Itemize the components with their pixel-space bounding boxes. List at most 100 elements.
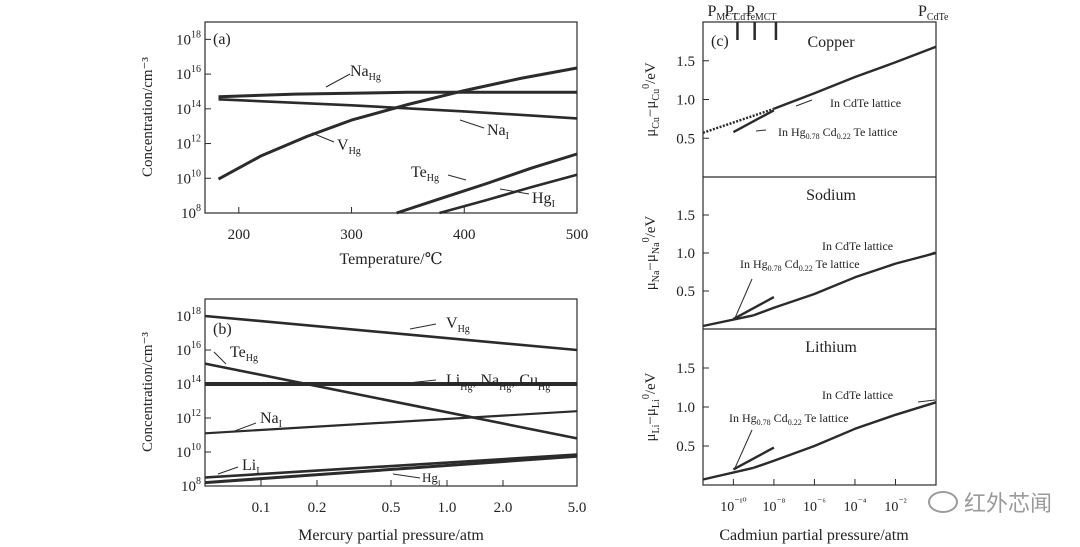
panel-a-leader: [325, 73, 351, 88]
panel-c-ytick-label: 1.5: [676, 361, 695, 377]
panel-c-series-cdte: [753, 401, 937, 469]
panel-a-series-label: TeHg: [411, 164, 439, 184]
panel-a-xtick-label: 400: [453, 227, 476, 243]
panel-b-series-label: VHg: [446, 315, 470, 335]
panel-a-ytick-label: 108: [181, 203, 201, 222]
panel-b-xtick-label: 0.1: [252, 500, 271, 516]
panel-a-xtick-label: 500: [566, 227, 589, 243]
panel-c-ytick-label: 1.0: [676, 400, 695, 416]
panel-c-annotation-cdte: In CdTe lattice: [822, 388, 893, 402]
panel-c-annotation-cdte: In CdTe lattice: [822, 239, 893, 253]
panel-b-series-label: LiHg, NaHg, CuHg: [446, 372, 550, 393]
panel-a-series-na-hg: [218, 90, 577, 99]
panel-c-label: (c): [711, 33, 729, 50]
panel-a-series-na-i: [218, 98, 578, 120]
panel-c-xtick-label: 10⁻²: [884, 497, 906, 515]
panel-b-ytick-label: 1012: [176, 408, 201, 427]
panel-b-series-li-i: [204, 453, 578, 479]
panel-c-series-cdte: [753, 251, 937, 317]
panel-c-ytick-label: 0.5: [676, 439, 695, 455]
panel-a-leader: [447, 174, 467, 181]
panel-c-marker-label: PMCT: [746, 3, 777, 23]
panel-c-annotation-hgcdte: In Hg0.78 Cd0.22 Te lattice: [729, 411, 849, 427]
panel-c-xtick-label: 10⁻⁶: [803, 497, 826, 515]
panel-a-series-v-hg: [217, 66, 578, 181]
panel-c-ytick-label: 1.5: [676, 54, 695, 70]
panel-b-ytick-label: 1018: [176, 306, 201, 325]
panel-b-xtick-label: 2.0: [494, 500, 513, 516]
panel-a-xtick-label: 200: [228, 227, 251, 243]
panel-a-series-label: HgI: [532, 190, 555, 210]
panel-c-xtick-label: 10⁻⁸: [763, 497, 786, 515]
panel-c-ytick-label: 1.0: [676, 93, 695, 109]
panel-a-series-label: NaI: [487, 122, 509, 142]
panel-b-label: (b): [213, 321, 232, 338]
watermark-text: 红外芯闻: [963, 492, 1052, 517]
panel-c-leader: [917, 399, 936, 403]
panel-b-ylabel: Concentration/cm⁻³: [140, 332, 156, 452]
panel-c-series-cdte: [773, 45, 937, 110]
panel-b-leader: [407, 379, 437, 384]
panel-b-ytick-label: 1016: [176, 340, 201, 359]
panel-c-leader: [734, 278, 753, 319]
panel-c-subplot-title: Lithium: [805, 339, 857, 356]
panel-a-leader: [311, 132, 335, 143]
panel-c-series-hgcdte: [732, 446, 775, 471]
panel-a-ytick-label: 1010: [176, 168, 201, 187]
panel-b-ytick-label: 1014: [176, 374, 201, 393]
panel-b-series-v-hg: [204, 314, 578, 352]
panel-c-leader: [917, 251, 936, 259]
panel-c-ylabel: μLi−μLi0/eV: [641, 372, 662, 441]
panel-c-xtick-label: 10⁻¹⁰: [720, 497, 746, 515]
panel-c-annotation-hgcdte: In Hg0.78 Cd0.22 Te lattice: [778, 125, 898, 141]
panel-c-series-hgcdte: [732, 296, 775, 321]
panel-a-leader: [459, 119, 485, 129]
panel-a-xtick-label: 300: [340, 227, 363, 243]
panel-b-xtick-label: 0.5: [382, 500, 401, 516]
panel-a-label: (a): [213, 31, 231, 48]
panel-c-marker-label: PCdTe: [725, 3, 756, 23]
panel-a-ytick-label: 1018: [176, 29, 201, 48]
panel-c-ylabel: μNa−μNa0/eV: [641, 216, 662, 291]
panel-b-series-label: LiI: [242, 457, 260, 477]
panel-a-xlabel: Temperature/℃: [340, 251, 443, 268]
wechat-icon: [927, 491, 958, 513]
panel-a-leader: [499, 188, 530, 195]
panel-a-ylabel: Concentration/cm⁻³: [140, 57, 156, 177]
panel-b-ytick-label: 1010: [176, 442, 201, 461]
panel-c-leader: [734, 429, 753, 469]
panel-b-xtick-label: 5.0: [568, 500, 587, 516]
panel-b-xlabel: Mercury partial pressure/atm: [298, 527, 484, 544]
panel-c-series-cdte: [702, 107, 775, 134]
panel-c-leader: [795, 99, 813, 107]
panel-b-leader: [392, 473, 421, 479]
panel-b-leader: [409, 323, 437, 330]
panel-b-series-label: HgI: [422, 470, 441, 488]
panel-b-series-hg-i: [204, 454, 578, 485]
panel-a-frame: [204, 21, 578, 214]
panel-b-xtick-label: 0.2: [308, 500, 327, 516]
panel-b-xtick-label: 1.0: [438, 500, 457, 516]
panel-c-xlabel: Cadmiun partial pressure/atm: [719, 527, 909, 544]
panel-b-series-na-i: [204, 410, 578, 435]
panel-c-ylabel: μCu−μCu0/eV: [641, 62, 662, 137]
panel-a-series-label: VHg: [337, 137, 361, 157]
panel-b-series-label: TeHg: [230, 344, 258, 364]
panel-a-ytick-label: 1016: [176, 64, 201, 83]
panel-a-series-label: NaHg: [350, 63, 381, 83]
watermark: 红外芯闻: [927, 486, 1052, 518]
panel-c-subplot-title: Copper: [807, 34, 855, 51]
panel-c-annotation-hgcdte: In Hg0.78 Cd0.22 Te lattice: [740, 257, 860, 273]
panel-c-marker-label: PCdTe: [918, 3, 949, 23]
panel-b-leader: [231, 422, 257, 433]
panel-c-ytick-label: 0.5: [676, 284, 695, 300]
panel-c-marker-label: PMCT: [707, 3, 738, 23]
panel-c-xtick-label: 10⁻⁴: [844, 497, 867, 515]
panel-c-subplot-title: Sodium: [806, 187, 856, 204]
panel-b-series-te-hg: [204, 362, 578, 440]
panel-c-ytick-label: 0.5: [676, 131, 695, 147]
panel-c-ytick-label: 1.0: [676, 246, 695, 262]
panel-a-series-te-hg: [396, 152, 578, 215]
panel-b-ytick-label: 108: [181, 476, 201, 495]
